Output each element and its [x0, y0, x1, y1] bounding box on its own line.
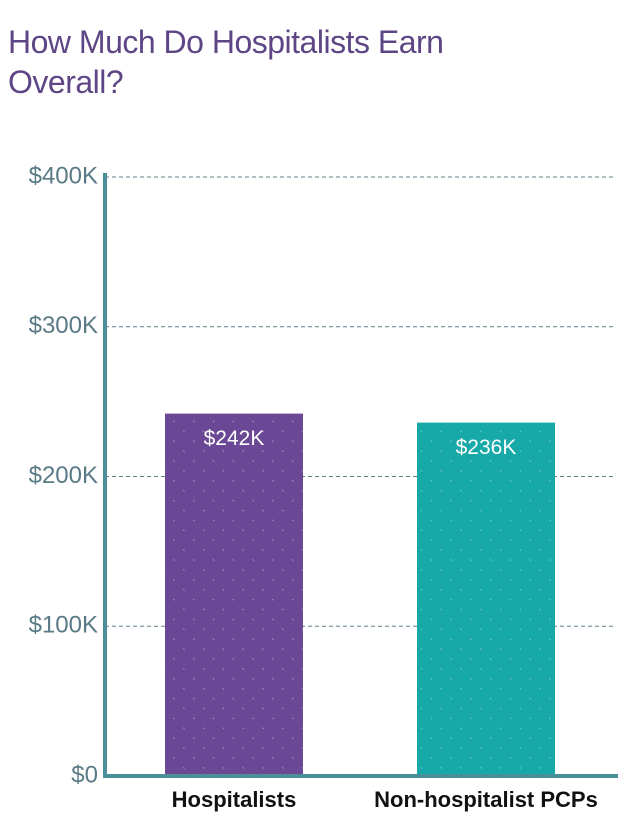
bar-texture [165, 413, 303, 776]
y-tick-label: $300K [29, 312, 98, 339]
x-tick-label: Hospitalists [172, 787, 297, 812]
y-tick-label: $0 [71, 761, 98, 788]
chart-title: How Much Do Hospitalists Earn Overall? [8, 24, 444, 100]
x-tick-label: Non-hospitalist PCPs [374, 787, 598, 812]
bar-texture [417, 422, 555, 776]
y-tick-label: $200K [29, 462, 98, 489]
y-tick-label: $100K [29, 612, 98, 639]
value-label: $236K [456, 436, 517, 459]
y-tick-label: $400K [29, 162, 98, 189]
value-label: $242K [204, 427, 265, 450]
